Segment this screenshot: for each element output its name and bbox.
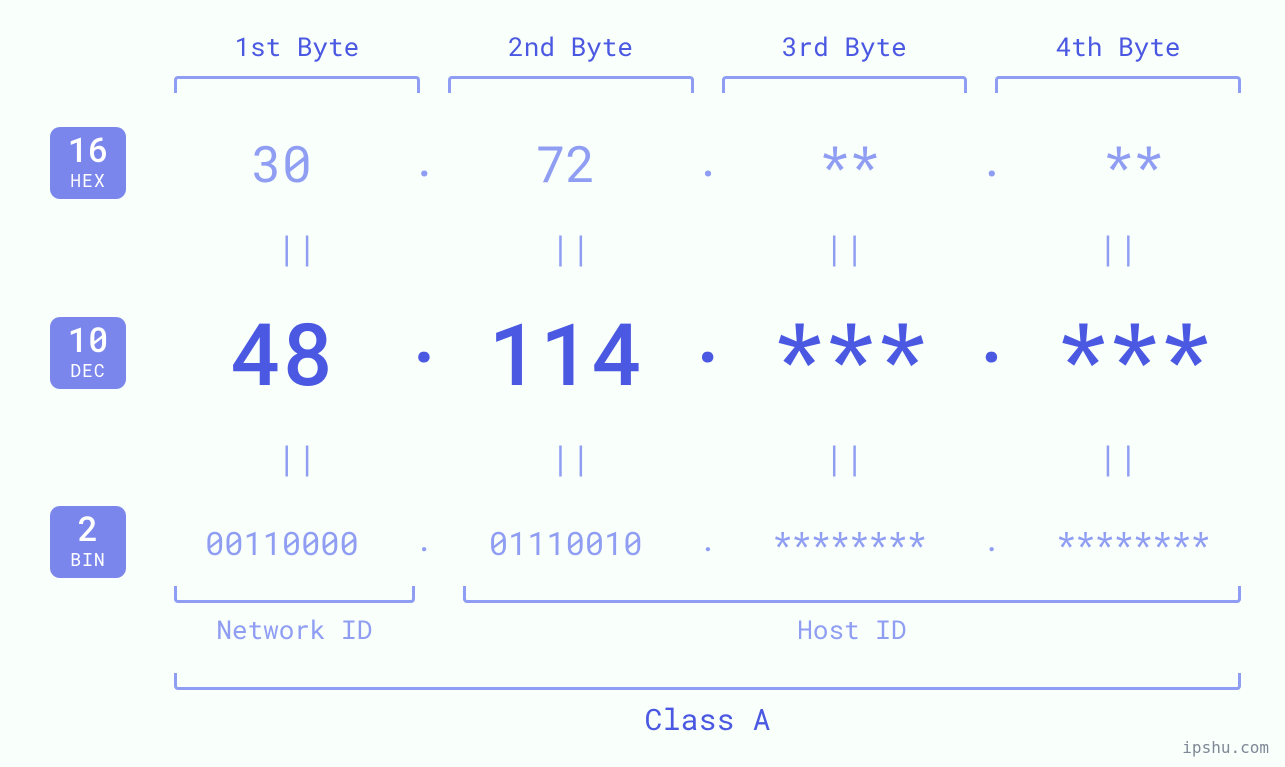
equals-icon: || [160,435,434,480]
bracket-icon [448,76,694,93]
hex-value: 72 [444,130,688,196]
equals-icon: || [160,225,434,270]
dot-sep: . [404,130,444,196]
equals-icon: || [981,225,1255,270]
dot-sep: . [971,296,1011,409]
bracket-icon [463,586,1241,603]
equals-row: || || || || [50,435,1255,480]
badge-label: DEC [64,361,112,379]
bin-value: 01110010 [444,521,688,564]
byte-header-row: 1st Byte 2nd Byte 3rd Byte 4th Byte [50,30,1255,64]
dec-value: *** [728,296,972,409]
bin-row: 2 BIN 00110000 . 01110010 . ******** . *… [50,506,1255,578]
byte-header: 1st Byte [160,30,434,64]
bin-value: ******** [728,521,972,564]
dec-badge: 10 DEC [50,317,126,389]
hex-value: ** [728,130,972,196]
top-bracket-row [50,64,1255,93]
byte-header: 2nd Byte [434,30,708,64]
equals-icon: || [434,225,708,270]
badge-label: BIN [64,550,112,568]
dec-row: 10 DEC 48 . 114 . *** . *** [50,296,1255,409]
bracket-icon [995,76,1241,93]
equals-icon: || [434,435,708,480]
badge-base: 16 [64,133,112,167]
hex-badge: 16 HEX [50,127,126,199]
dot-sep: . [688,130,728,196]
hex-value: ** [1011,130,1255,196]
bin-badge: 2 BIN [50,506,126,578]
bin-value: 00110000 [160,521,404,564]
equals-row: || || || || [50,225,1255,270]
byte-header: 3rd Byte [708,30,982,64]
dot-sep: . [971,521,1011,564]
hex-value: 30 [160,130,404,196]
dot-sep: . [688,296,728,409]
bracket-icon [174,76,420,93]
hex-row: 16 HEX 30 . 72 . ** . ** [50,127,1255,199]
network-id-label: Network ID [160,613,429,647]
dot-sep: . [688,521,728,564]
badge-base: 2 [64,512,112,546]
equals-icon: || [981,435,1255,480]
net-host-row: Network ID Host ID [50,586,1255,647]
byte-header: 4th Byte [981,30,1255,64]
dec-value: 48 [160,296,404,409]
dot-sep: . [404,521,444,564]
bracket-icon [722,76,968,93]
dot-sep: . [404,296,444,409]
attribution: ipshu.com [1182,738,1269,757]
class-row: Class A [50,647,1255,739]
bin-value: ******** [1011,521,1255,564]
bracket-icon [174,673,1241,690]
equals-icon: || [708,225,982,270]
bracket-icon [174,586,415,603]
class-label: Class A [160,700,1255,739]
badge-base: 10 [64,323,112,357]
badge-label: HEX [64,171,112,189]
dot-sep: . [971,130,1011,196]
dec-value: *** [1011,296,1255,409]
equals-icon: || [708,435,982,480]
host-id-label: Host ID [449,613,1255,647]
dec-value: 114 [444,296,688,409]
ip-diagram: 1st Byte 2nd Byte 3rd Byte 4th Byte 16 H… [50,30,1255,739]
